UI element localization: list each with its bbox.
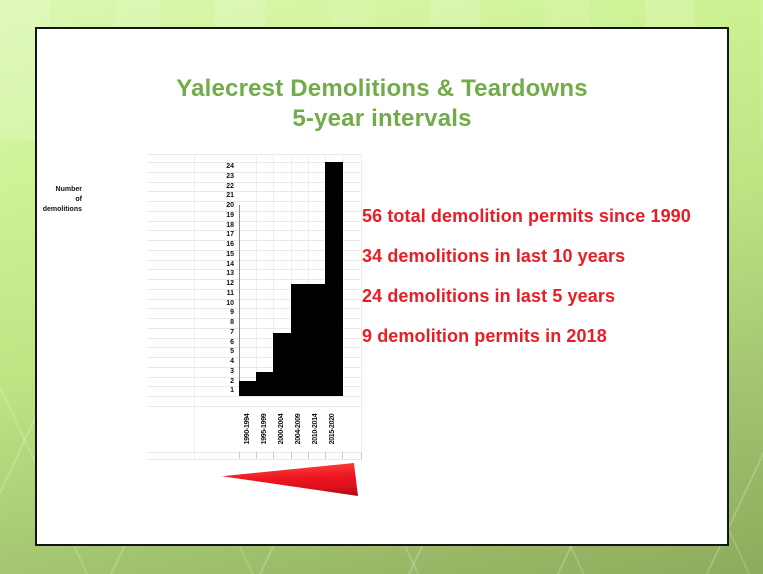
x-category-label: 1995-1999 [260, 413, 268, 445]
bar [256, 371, 274, 396]
y-tick-label: 12 [226, 280, 234, 287]
y-axis-label-line: of [75, 195, 82, 203]
y-axis-label-line: Number [55, 186, 82, 193]
x-category-label: 2010-2014 [312, 413, 320, 445]
grid-vline [342, 154, 344, 396]
grid-hline [147, 337, 362, 339]
y-tick-label: 24 [226, 163, 234, 170]
grid-hline [147, 230, 362, 232]
y-tick-label: 4 [230, 358, 234, 365]
y-tick-label: 11 [226, 289, 234, 297]
grid-hline [147, 288, 362, 290]
grid-hline [147, 318, 362, 319]
y-tick-label: 22 [226, 182, 234, 190]
grid-vline [256, 154, 258, 396]
y-tick-label: 20 [226, 202, 234, 209]
grid-hline [147, 269, 362, 271]
y-tick-label: 19 [226, 211, 234, 219]
grid-hline [147, 249, 362, 251]
y-tick-label: 17 [226, 231, 234, 239]
bar [290, 283, 309, 396]
y-tick-label: 18 [226, 221, 234, 229]
y-tick-label: 10 [226, 299, 234, 307]
y-tick-label: 21 [226, 192, 234, 200]
annotation-total-permits: 56 total demolition permits since 1990 [362, 206, 691, 226]
y-tick-label: 1 [230, 387, 234, 395]
y-tick-label: 14 [226, 260, 234, 268]
y-tick-label: 7 [230, 328, 234, 336]
grid-hline [147, 357, 362, 358]
grid-hline [147, 259, 362, 261]
chart-grid: 24 23 22 21 20 19 18 17 16 15 14 13 12 11 10 9 8 7 6 5 4 3 2 1 1… [147, 152, 362, 460]
bar [239, 381, 257, 396]
grid-hline [147, 459, 362, 460]
y-axis-line [239, 205, 240, 396]
grid-hline [147, 162, 362, 163]
grid-hline [147, 181, 362, 183]
grid-vline [361, 154, 362, 459]
grid-hline [147, 171, 362, 173]
x-axis-tick [239, 452, 240, 459]
x-axis-tick [290, 452, 292, 459]
y-tick-label: 2 [230, 377, 234, 385]
y-tick-label: 6 [230, 338, 234, 346]
slide-title: Yalecrest Demolitions & Teardowns 5-year… [37, 74, 727, 134]
y-axis-label-line: demolitions [42, 205, 82, 213]
y-tick-label: 3 [230, 367, 234, 375]
annotation-list: 56 total demolition permits since 1990 3… [362, 206, 691, 366]
grid-hline [147, 220, 362, 222]
y-tick-label: 8 [230, 319, 234, 326]
grid-hline [147, 327, 362, 329]
grid-hline [147, 396, 362, 397]
x-category-label: 2004-2009 [295, 413, 303, 445]
grid-hline [147, 308, 362, 310]
grid-hline [147, 452, 362, 453]
bar [273, 332, 291, 396]
grid-hline [147, 366, 362, 368]
bar [307, 283, 326, 396]
grid-hline [147, 201, 362, 202]
x-category-label: 2000-2004 [277, 413, 285, 445]
x-category-label: 1990-1994 [243, 413, 251, 445]
grid-vline [194, 154, 195, 459]
slide-title-line2: 5-year intervals [292, 105, 472, 132]
x-axis-tick [361, 452, 362, 459]
grid-hline [147, 279, 362, 280]
grid-hline [147, 210, 362, 212]
x-category-label: 2015-2020 [329, 413, 337, 445]
grid-hline [147, 154, 362, 155]
grid-vline [290, 154, 292, 396]
x-axis-tick [342, 452, 344, 459]
y-tick-label: 5 [230, 348, 234, 356]
grid-hline [147, 191, 362, 193]
y-tick-label: 9 [230, 309, 234, 317]
grid-vline [273, 154, 275, 396]
y-tick-label: 23 [226, 172, 234, 180]
annotation-last-5-years: 24 demolitions in last 5 years [362, 286, 616, 306]
annotation-last-10-years: 34 demolitions in last 10 years [362, 246, 626, 266]
grid-hline [147, 240, 362, 241]
annotation-2018-permits: 9 demolition permits in 2018 [362, 326, 607, 346]
bar [324, 162, 343, 396]
y-tick-label: 16 [226, 241, 234, 248]
x-axis-tick [273, 452, 275, 459]
grid-hline [147, 347, 362, 349]
grid-vline [307, 154, 309, 396]
red-wedge-shape [222, 463, 358, 496]
x-axis-tick [307, 452, 309, 459]
x-axis-tick [256, 452, 258, 459]
slide-title-line1: Yalecrest Demolitions & Teardowns [176, 75, 588, 102]
grid-hline [147, 298, 362, 300]
x-axis-tick [324, 452, 326, 459]
grid-hline [147, 376, 362, 378]
slide: Yalecrest Demolitions & Teardowns 5-year… [35, 27, 729, 546]
grid-hline [147, 406, 362, 407]
y-tick-label: 15 [226, 250, 234, 258]
y-tick-label: 13 [226, 270, 234, 278]
y-axis-label: Number of demolitions [37, 185, 83, 214]
